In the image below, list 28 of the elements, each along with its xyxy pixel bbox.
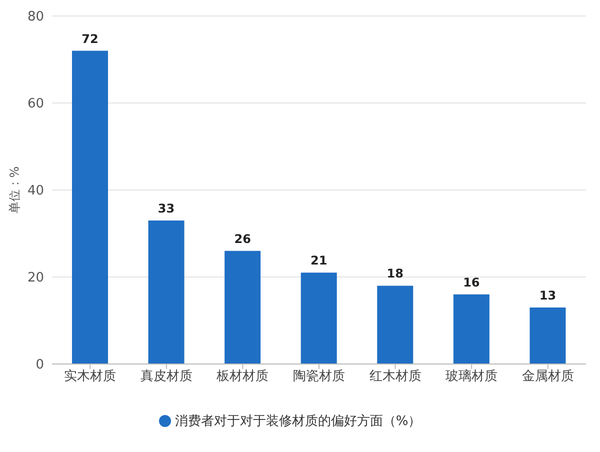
x-tick-label: 陶瓷材质 xyxy=(293,369,345,384)
y-axis-title: 单位：% xyxy=(7,166,22,214)
data-label: 33 xyxy=(158,201,175,216)
bar xyxy=(300,272,337,364)
x-tick-label: 红木材质 xyxy=(369,369,422,384)
data-label: 72 xyxy=(82,32,98,46)
x-tick-label: 实木材质 xyxy=(64,369,116,384)
x-tick-label: 玻璃材质 xyxy=(446,369,498,384)
bar xyxy=(453,294,490,364)
data-label: 21 xyxy=(310,254,328,268)
x-tick-label: 板材材质 xyxy=(216,369,269,384)
data-label: 26 xyxy=(234,232,251,246)
y-tick-label: 0 xyxy=(36,358,44,373)
x-tick-label: 真皮材质 xyxy=(140,369,192,384)
bar xyxy=(530,307,566,364)
data-label: 16 xyxy=(463,275,480,290)
y-tick-label: 20 xyxy=(27,270,44,286)
y-tick-label: 80 xyxy=(27,10,44,25)
y-tick-label: 40 xyxy=(27,184,44,199)
legend-label: 消费者对于对于装修材质的偏好方面（%） xyxy=(174,414,422,429)
y-tick-label: 60 xyxy=(27,96,44,112)
bar xyxy=(224,250,261,364)
x-tick-label: 金属材质 xyxy=(522,369,574,384)
data-label: 13 xyxy=(539,288,556,302)
bar xyxy=(72,50,108,364)
data-label: 18 xyxy=(386,266,404,281)
bar xyxy=(148,220,184,364)
bar xyxy=(377,286,414,364)
